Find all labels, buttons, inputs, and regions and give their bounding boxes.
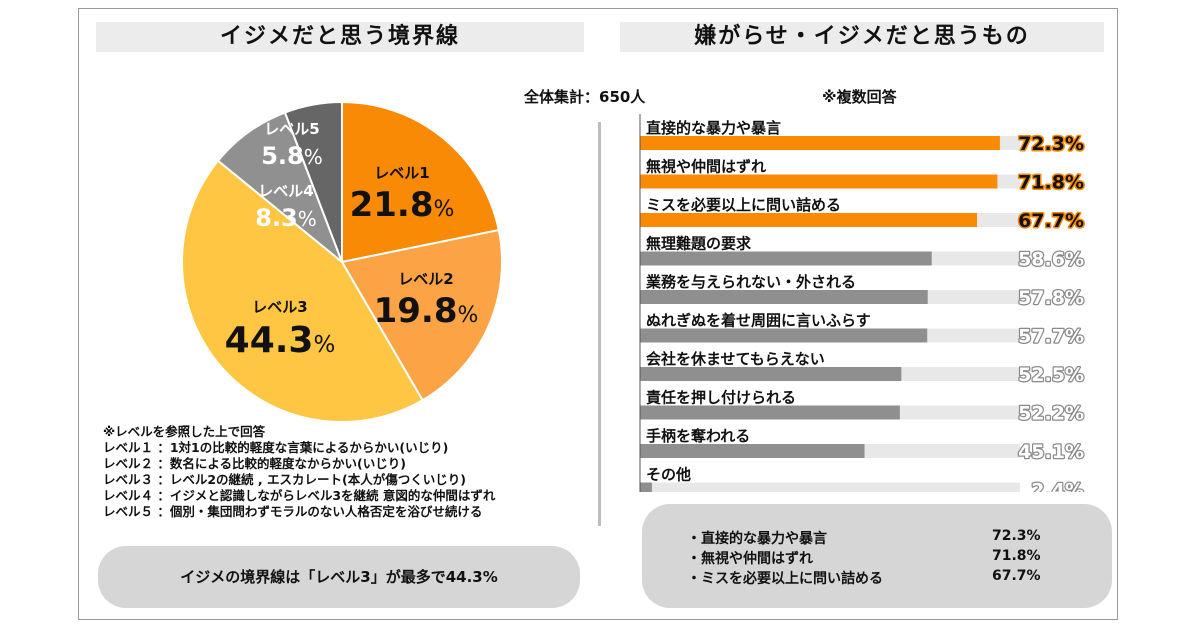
bar-category-label: 直接的な暴力や暴言	[646, 119, 781, 137]
bar-value-label: 52.5%	[1018, 364, 1084, 386]
bar-category-label: 業務を与えられない・外される	[645, 273, 856, 291]
notes-header: ※レベルを参照した上で回答	[103, 424, 266, 439]
bar-value-label: 71.8%	[1018, 172, 1084, 194]
bar-category-label: 責任を押し付けられる	[646, 389, 796, 407]
column-divider	[598, 122, 601, 526]
summary-row: ・ミスを必要以上に問い詰める 67.7%	[687, 568, 1041, 588]
pie-slice-value: 8.3%	[255, 204, 317, 232]
note-line-3: レベル３ ：レベル2の継続 , エスカレート(本人が傷つくいじり)	[103, 472, 466, 487]
summary-row-label: ・無視や仲間はずれ	[687, 551, 813, 567]
pie-slice-label: レベル4	[258, 182, 313, 200]
pie-slice-value: 19.8%	[374, 291, 479, 331]
multiple-answer-label: ※複数回答	[822, 88, 897, 106]
bar-value-label: 67.7%	[1018, 210, 1084, 232]
bar-6	[640, 328, 928, 343]
summary-row-label: ・直接的な暴力や暴言	[687, 531, 827, 547]
bar-value-label: 58.6%	[1018, 249, 1084, 271]
bar-3	[640, 213, 978, 227]
left-chart-title: イジメだと思う境界線	[96, 22, 584, 52]
summary-row-value: 71.8%	[992, 548, 1041, 564]
bar-chart: 直接的な暴力や暴言 72.3% 無視や仲間はずれ 71.8% ミスを必要以上に問い詰める…	[639, 114, 1086, 493]
bar-7	[640, 367, 902, 381]
pie-slice-level-1	[341, 100, 500, 264]
bar-5	[640, 290, 928, 304]
pie-slice-value: 21.8%	[350, 185, 455, 225]
total-count-label: 全体集計：650人	[524, 88, 646, 106]
bar-10	[640, 482, 652, 492]
bar-value-label: 2.4%	[1031, 480, 1084, 493]
bar-category-label: ミスを必要以上に問い詰める	[646, 196, 841, 214]
bar-category-label: ぬれぎぬを着せ周囲に言いふらす	[646, 312, 871, 330]
pie-slice-level-3	[181, 159, 424, 423]
pie-slice-value: 44.3%	[225, 320, 336, 361]
summary-row: ・直接的な暴力や暴言 72.3%	[687, 528, 1041, 548]
bar-value-label: 45.1%	[1018, 441, 1084, 463]
bar-category-label: 無視や仲間はずれ	[646, 158, 766, 176]
pie-slice-value: 5.8%	[261, 142, 323, 170]
pie-slice-label: レベル3	[252, 298, 307, 316]
left-summary-pill: イジメの境界線は「レベル3」が最多で44.3%	[98, 546, 580, 608]
pie-slice-label: レベル5	[264, 120, 319, 138]
summary-row: ・無視や仲間はずれ 71.8%	[687, 548, 1041, 568]
bar-8	[640, 405, 900, 420]
bar-category-label: その他	[646, 466, 691, 484]
bar-category-label: 手柄を奪われる	[646, 427, 750, 445]
frame-border	[78, 8, 1118, 620]
bar-value-label: 57.7%	[1018, 326, 1084, 348]
note-line-1: レベル１ ：1対1の比較的軽度な言葉によるからかい(いじり)	[103, 440, 449, 455]
bar-value-label: 52.2%	[1018, 403, 1084, 425]
right-chart-title: 嫌がらせ・イジメだと思うもの	[620, 22, 1104, 52]
note-line-4: レベル４ ：イジメと認識しながらレベル3を継続 意図的な仲間はずれ	[103, 488, 496, 503]
bar-1	[640, 136, 1000, 150]
pie-chart: レベル1 21.8% レベル2 19.8% レベル3 44.3% レベル4 8.3% レベル5 5…	[181, 100, 504, 423]
pie-slice-label: レベル2	[398, 270, 453, 288]
summary-row-value: 67.7%	[992, 568, 1041, 584]
bar-9	[640, 444, 865, 458]
bar-value-label: 72.3%	[1018, 133, 1084, 155]
pie-slice-label: レベル1	[374, 164, 429, 182]
bar-2	[640, 174, 998, 189]
bar-category-label: 無理難題の要求	[646, 235, 752, 253]
right-summary-pill: ・直接的な暴力や暴言 72.3% ・無視や仲間はずれ 71.8% ・ミスを必要以…	[642, 504, 1112, 608]
pie-slice-level-5	[283, 100, 343, 263]
pie-slice-level-2	[340, 228, 504, 402]
summary-row-label: ・ミスを必要以上に問い詰める	[687, 571, 883, 587]
summary-row-value: 72.3%	[992, 528, 1041, 544]
bar-category-label: 会社を休ませてもらえない	[646, 350, 825, 368]
note-line-5: レベル５ ：個別・集団問わずモラルのない人格否定を浴びせ続ける	[103, 504, 483, 519]
bar-track	[640, 482, 1020, 492]
level-notes: ※レベルを参照した上で回答 レベル１ ：1対1の比較的軽度な言葉によるからかい(…	[103, 424, 495, 520]
bar-4	[640, 251, 932, 266]
bar-value-label: 57.8%	[1018, 287, 1084, 309]
note-line-2: レベル２ ：数名による比較的軽度なからかい(いじり)	[103, 456, 406, 471]
